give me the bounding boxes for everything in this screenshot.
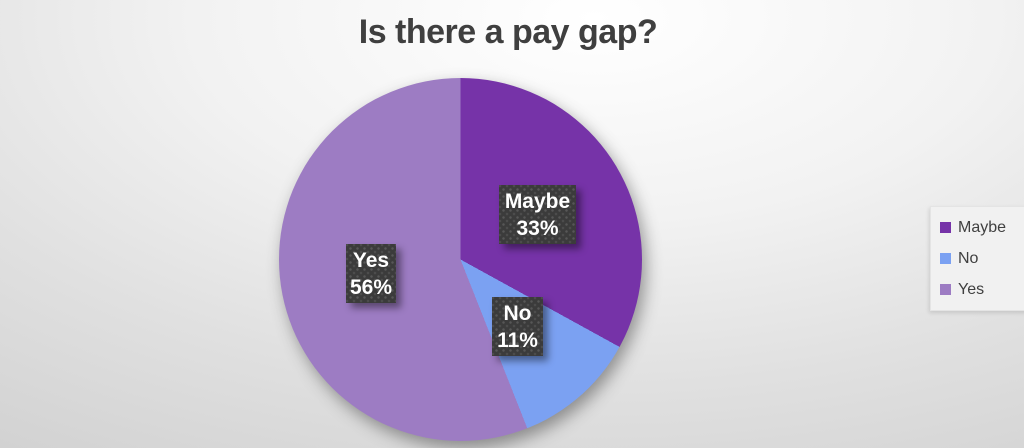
data-label-maybe[interactable]: Maybe 33%: [499, 185, 576, 244]
legend-swatch-yes: [940, 284, 951, 295]
chart-legend[interactable]: Maybe No Yes: [930, 206, 1024, 311]
legend-item-maybe[interactable]: Maybe: [940, 212, 1024, 243]
legend-label: Yes: [958, 280, 985, 298]
data-label-value: 11%: [497, 328, 538, 352]
pie-chart[interactable]: [279, 78, 642, 441]
data-label-yes[interactable]: Yes 56%: [346, 244, 396, 303]
legend-swatch-no: [940, 253, 951, 264]
legend-label: No: [958, 249, 979, 267]
data-label-value: 33%: [516, 216, 559, 240]
chart-title[interactable]: Is there a pay gap?: [358, 13, 658, 51]
legend-label: Maybe: [958, 218, 1007, 236]
data-label-category: Maybe: [504, 189, 571, 213]
data-label-value: 56%: [349, 275, 393, 299]
legend-swatch-maybe: [940, 222, 951, 233]
data-label-category: Yes: [352, 248, 390, 272]
legend-item-yes[interactable]: Yes: [940, 274, 1024, 305]
data-label-no[interactable]: No 11%: [492, 297, 543, 356]
data-label-category: No: [503, 301, 532, 325]
legend-item-no[interactable]: No: [940, 243, 1024, 274]
